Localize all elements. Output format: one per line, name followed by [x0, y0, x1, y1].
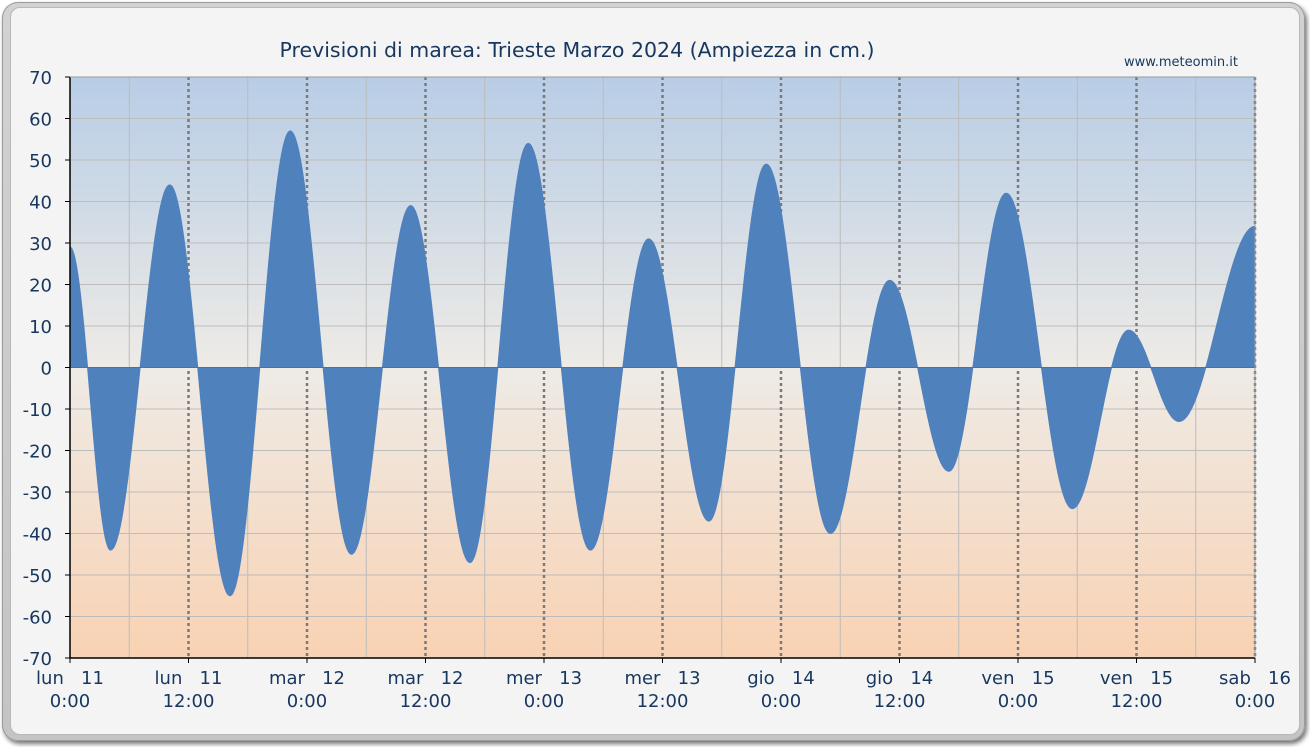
x-tick-label-time: 12:00 [637, 691, 689, 712]
y-tick-label: -70 [23, 649, 52, 670]
x-tick-label-day: ven 15 [981, 668, 1054, 689]
y-tick-label: 20 [29, 276, 52, 297]
x-tick-date: 13 [559, 668, 582, 689]
y-tick-label: -30 [23, 483, 52, 504]
y-tick-label: 0 [41, 359, 52, 380]
x-tick-label-day: lun 11 [36, 668, 104, 689]
y-tick-label: 40 [29, 193, 52, 214]
x-tick-day: sab [1219, 668, 1251, 689]
y-tick-label: 70 [29, 68, 52, 89]
x-tick-day: mer [624, 668, 661, 689]
y-tick-label: -60 [23, 608, 52, 629]
x-tick-day: mar [387, 668, 424, 689]
x-tick-label-time: 0:00 [287, 691, 327, 712]
y-tick-label: 60 [29, 110, 52, 131]
x-tick-label-time: 0:00 [524, 691, 564, 712]
chart-title: Previsioni di marea: Trieste Marzo 2024 … [279, 38, 874, 62]
x-tick-date: 15 [1032, 668, 1055, 689]
x-tick-label-day: lun 11 [155, 668, 223, 689]
x-tick-day: lun [36, 668, 64, 689]
tide-series [69, 130, 1256, 597]
y-tick-label: 30 [29, 234, 52, 255]
x-tick-label-time: 0:00 [50, 691, 90, 712]
x-tick-label-day: mar 12 [387, 668, 463, 689]
x-tick-label-day: ven 15 [1100, 668, 1173, 689]
x-tick-label-time: 0:00 [1235, 691, 1275, 712]
x-tick-day: gio [866, 668, 893, 689]
x-tick-label-time: 12:00 [163, 691, 215, 712]
y-tick-label: 50 [29, 151, 52, 172]
x-tick-label-time: 0:00 [998, 691, 1038, 712]
y-tick-label: -20 [23, 442, 52, 463]
x-tick-date: 11 [81, 668, 104, 689]
x-tick-date: 12 [322, 668, 345, 689]
x-tick-date: 14 [910, 668, 933, 689]
x-tick-day: ven [1100, 668, 1133, 689]
x-tick-label-day: gio 14 [747, 668, 815, 689]
x-tick-day: mer [506, 668, 543, 689]
y-tick-label: 10 [29, 317, 52, 338]
x-tick-date: 11 [200, 668, 223, 689]
x-tick-day: mar [269, 668, 306, 689]
y-tick-label: -40 [23, 525, 52, 546]
tide-area [69, 130, 1256, 597]
x-tick-label-time: 12:00 [1111, 691, 1163, 712]
x-tick-day: gio [747, 668, 774, 689]
x-tick-date: 15 [1150, 668, 1173, 689]
x-tick-label-day: sab 16 [1219, 668, 1291, 689]
x-tick-date: 16 [1268, 668, 1291, 689]
x-tick-day: lun [155, 668, 183, 689]
x-tick-label-day: mer 13 [624, 668, 700, 689]
x-tick-label-day: mar 12 [269, 668, 345, 689]
axes: 706050403020100-10-20-30-40-50-60-70lun … [23, 68, 1291, 712]
x-tick-date: 14 [792, 668, 815, 689]
x-tick-label-time: 12:00 [400, 691, 452, 712]
x-tick-label-day: gio 14 [866, 668, 934, 689]
x-tick-date: 12 [441, 668, 464, 689]
x-tick-date: 13 [678, 668, 701, 689]
x-tick-label-day: mer 13 [506, 668, 582, 689]
y-tick-label: -50 [23, 566, 52, 587]
watermark: www.meteomin.it [1124, 55, 1238, 70]
x-tick-label-time: 0:00 [761, 691, 801, 712]
x-tick-label-time: 12:00 [874, 691, 926, 712]
x-tick-day: ven [981, 668, 1014, 689]
y-tick-label: -10 [23, 400, 52, 421]
